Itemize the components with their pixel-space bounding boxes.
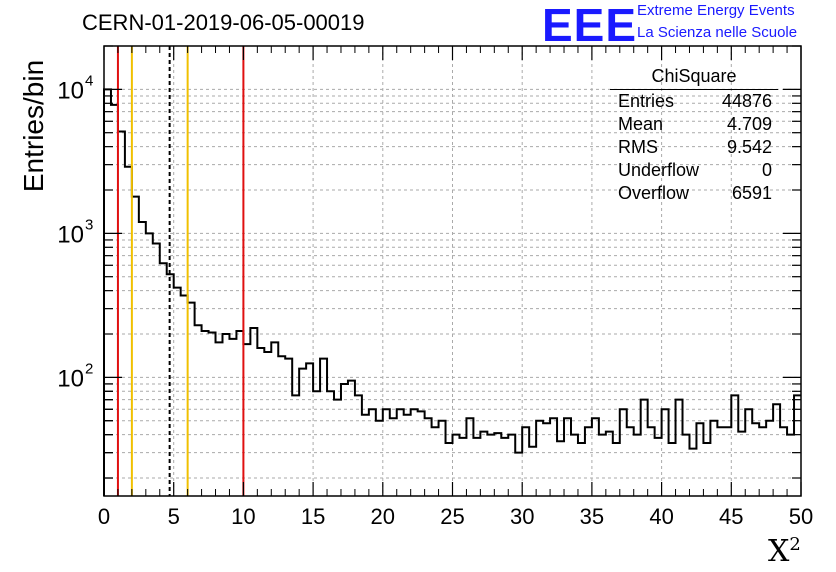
marker-lines-layer [116,46,245,496]
stats-label: Underflow [618,160,700,180]
y-tick-label-exponent: 3 [85,216,93,233]
x-tick-label: 50 [789,504,813,529]
stats-row: Overflow 6591 [610,182,778,205]
x-tick-label: 15 [301,504,325,529]
x-tick-label: 5 [168,504,180,529]
x-axis-label-sup: 2 [789,534,801,555]
stats-divider [610,89,778,90]
stats-row: Mean 4.709 [610,113,778,136]
stats-value: 44876 [721,91,772,111]
stats-value: 0 [761,160,772,180]
y-tick-label: 10 [57,221,84,248]
stats-title: ChiSquare [651,66,737,86]
x-tick-label: 10 [231,504,255,529]
x-tick-label: 40 [649,504,673,529]
stats-label: Mean [618,114,664,134]
grid-layer [104,45,801,496]
y-tick-label: 10 [57,365,84,392]
y-tick-label-exponent: 4 [85,72,93,89]
stats-label: Overflow [618,183,690,203]
x-tick-label: 0 [98,504,110,529]
logo-line-1: Extreme Energy Events [637,2,795,19]
eee-logo: EEE [542,0,638,51]
stats-value: 4.709 [726,114,772,134]
y-tick-label-exponent: 2 [85,360,93,377]
stats-row: RMS 9.542 [610,136,778,159]
stats-value: 9.542 [726,137,772,157]
x-tick-label: 30 [510,504,534,529]
stats-row: Entries 44876 [610,90,778,113]
y-tick-label: 10 [57,77,84,104]
x-tick-label: 35 [580,504,604,529]
chart-title: CERN-01-2019-06-05-00019 [82,10,365,35]
x-tick-label: 45 [719,504,743,529]
histogram-step-line [103,88,801,496]
stats-box: ChiSquare Entries 44876 Mean 4.709 RMS 9… [610,66,778,205]
histogram-layer [103,88,801,496]
stats-value: 6591 [731,183,772,203]
x-tick-label: 20 [371,504,395,529]
stats-row: Underflow 0 [610,159,778,182]
stats-label: Entries [618,91,675,111]
logo-line-2: La Scienza nelle Scuole [637,24,798,41]
y-axis-label: Entries/bin [18,59,49,193]
tick-layer [103,45,802,496]
x-axis-label-base: X [768,534,790,569]
x-axis-label: X2 [768,534,801,569]
stats-label: RMS [618,137,658,157]
x-tick-label: 25 [440,504,464,529]
